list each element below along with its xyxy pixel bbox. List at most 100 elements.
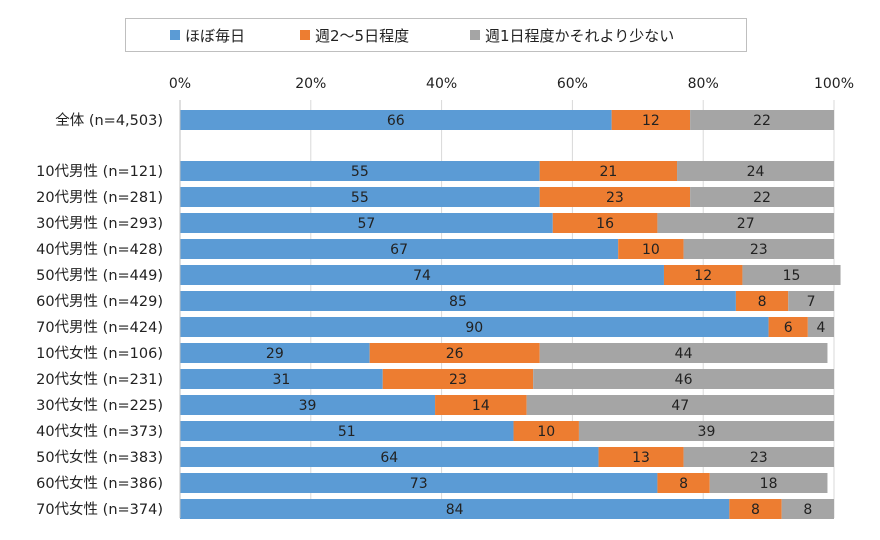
data-label: 23 xyxy=(750,242,768,258)
data-label: 15 xyxy=(783,268,801,284)
bar-segment-series-1 xyxy=(618,239,684,259)
data-label: 23 xyxy=(606,190,624,206)
data-label: 24 xyxy=(747,164,765,180)
category-label: 10代男性 (n=121) xyxy=(36,163,163,180)
data-label: 29 xyxy=(266,346,284,362)
data-label: 39 xyxy=(698,424,716,440)
bar-segment-series-0 xyxy=(180,343,370,363)
data-label: 44 xyxy=(675,346,693,362)
data-label: 10 xyxy=(642,242,660,258)
bar-segment-series-0 xyxy=(180,213,553,233)
bar-segment-series-2 xyxy=(683,447,834,467)
bar-segment-series-2 xyxy=(788,291,834,311)
data-label: 55 xyxy=(351,190,369,206)
bar-segment-series-1 xyxy=(539,187,691,207)
bar-segment-series-2 xyxy=(533,369,834,389)
data-label: 73 xyxy=(410,476,428,492)
data-label: 18 xyxy=(760,476,778,492)
data-label: 47 xyxy=(671,398,689,414)
bar-segment-series-1 xyxy=(552,213,658,233)
category-label: 全体 (n=4,503) xyxy=(55,111,163,129)
bar-segment-series-0 xyxy=(180,499,730,519)
bar-segment-series-2 xyxy=(807,317,834,337)
bar-segment-series-0 xyxy=(180,395,436,415)
bar-segment-series-2 xyxy=(683,239,834,259)
bar-segment-series-2 xyxy=(742,265,841,285)
bar-segment-series-0 xyxy=(180,473,658,493)
data-label: 84 xyxy=(446,502,464,518)
data-label: 55 xyxy=(351,164,369,180)
bar-segment-series-1 xyxy=(513,421,579,441)
data-label: 8 xyxy=(679,476,688,492)
bar-segment-series-1 xyxy=(657,473,710,493)
x-tick-label: 0% xyxy=(169,76,191,92)
bar-segment-series-1 xyxy=(735,291,789,311)
x-tick-label: 100% xyxy=(814,76,854,92)
category-label: 20代女性 (n=231) xyxy=(36,370,163,388)
bar-segment-series-2 xyxy=(657,213,834,233)
category-label: 70代男性 (n=424) xyxy=(36,319,163,336)
bar-segment-series-0 xyxy=(180,421,514,441)
data-label: 13 xyxy=(632,450,650,466)
x-tick-label: 80% xyxy=(688,76,719,92)
bar-segment-series-0 xyxy=(180,110,612,130)
legend-swatch-weekly-or-less xyxy=(470,30,480,40)
data-label: 57 xyxy=(357,216,375,232)
legend-label-2-5-days: 週2～5日程度 xyxy=(315,27,410,45)
legend-label-daily: ほぼ毎日 xyxy=(185,27,246,45)
category-label: 40代男性 (n=428) xyxy=(36,241,163,258)
category-label: 50代女性 (n=383) xyxy=(36,448,163,466)
data-label: 90 xyxy=(465,320,483,336)
x-tick-label: 20% xyxy=(295,76,326,92)
data-label: 8 xyxy=(758,294,767,310)
bar-segment-series-2 xyxy=(690,110,834,130)
bar-segment-series-2 xyxy=(677,161,834,181)
bar-segment-series-0 xyxy=(180,291,736,311)
data-label: 14 xyxy=(472,398,490,414)
data-label: 12 xyxy=(642,113,660,129)
category-label: 30代男性 (n=293) xyxy=(36,215,163,232)
data-label: 39 xyxy=(299,398,317,414)
bar-segment-series-1 xyxy=(598,447,684,467)
data-label: 31 xyxy=(272,372,290,388)
bar-segment-series-1 xyxy=(663,265,743,285)
data-label: 51 xyxy=(338,424,356,440)
bar-segment-series-0 xyxy=(180,317,769,337)
category-label: 60代男性 (n=429) xyxy=(36,293,163,310)
bar-segment-series-0 xyxy=(180,187,540,207)
data-label: 26 xyxy=(446,346,464,362)
data-label: 22 xyxy=(753,113,771,129)
bar-segment-series-0 xyxy=(180,161,540,181)
x-tick-label: 40% xyxy=(426,76,457,92)
bar-segment-series-1 xyxy=(539,161,678,181)
bar-segment-series-0 xyxy=(180,369,383,389)
category-label: 50代男性 (n=449) xyxy=(36,267,163,284)
legend-swatch-daily xyxy=(170,30,180,40)
legend-item-daily: ほぼ毎日 xyxy=(170,25,245,46)
data-label: 7 xyxy=(807,294,816,310)
bar-segment-series-2 xyxy=(690,187,834,207)
bar-segment-series-1 xyxy=(768,317,808,337)
category-label: 60代女性 (n=386) xyxy=(36,474,163,492)
bar-segment-series-1 xyxy=(435,395,527,415)
bar-segment-series-0 xyxy=(180,447,599,467)
x-tick-label: 60% xyxy=(557,76,588,92)
data-label: 46 xyxy=(675,372,693,388)
data-label: 67 xyxy=(390,242,408,258)
data-label: 85 xyxy=(449,294,467,310)
legend: ほぼ毎日 週2～5日程度 週1日程度かそれより少ない xyxy=(125,18,747,52)
bar-segment-series-0 xyxy=(180,239,619,259)
category-label: 10代女性 (n=106) xyxy=(36,344,163,362)
bar-segment-series-1 xyxy=(382,369,534,389)
bar-segment-series-2 xyxy=(709,473,828,493)
data-label: 12 xyxy=(694,268,712,284)
data-label: 74 xyxy=(413,268,431,284)
legend-item-weekly-or-less: 週1日程度かそれより少ない xyxy=(470,25,674,46)
data-label: 6 xyxy=(784,320,793,336)
data-label: 10 xyxy=(537,424,555,440)
data-label: 22 xyxy=(753,190,771,206)
legend-label-weekly-or-less: 週1日程度かそれより少ない xyxy=(485,27,675,45)
bar-segment-series-2 xyxy=(539,343,828,363)
legend-swatch-2-5-days xyxy=(300,30,310,40)
